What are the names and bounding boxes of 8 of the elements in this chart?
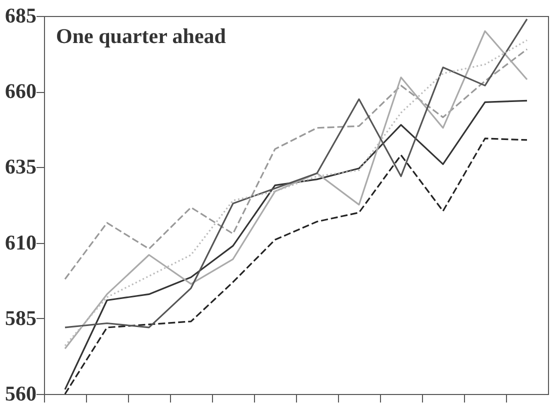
y-tick-label: 610: [5, 230, 36, 254]
y-tick-label: 560: [5, 382, 36, 406]
y-tick-label: 585: [5, 306, 36, 330]
y-tick-label: 685: [5, 4, 36, 28]
y-tick-label: 660: [5, 79, 36, 104]
line-series: [64, 48, 528, 280]
y-tick-label: 635: [5, 154, 36, 179]
annotation: One quarter ahead: [56, 24, 226, 48]
